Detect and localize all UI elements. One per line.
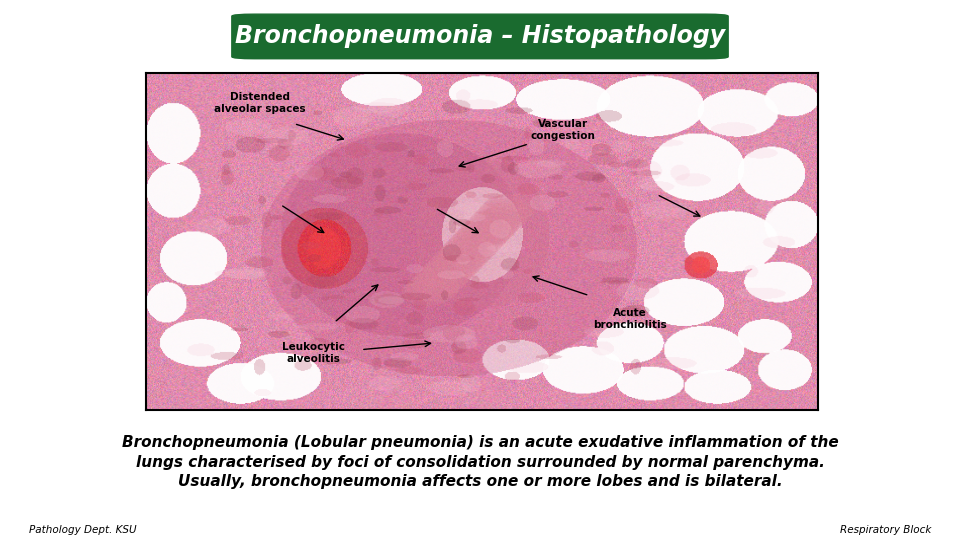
Text: Pathology Dept. KSU: Pathology Dept. KSU (29, 524, 136, 535)
Text: Bronchopneumonia (Lobular pneumonia) is an acute exudative inflammation of the
l: Bronchopneumonia (Lobular pneumonia) is … (122, 435, 838, 489)
Text: Respiratory Block: Respiratory Block (840, 524, 931, 535)
Text: Distended
alveolar spaces: Distended alveolar spaces (214, 92, 306, 114)
Text: Bronchopneumonia – Histopathology: Bronchopneumonia – Histopathology (235, 24, 725, 49)
Text: Vascular
congestion: Vascular congestion (530, 119, 595, 141)
Text: Leukocytic
alveolitis: Leukocytic alveolitis (282, 342, 346, 364)
Text: Acute
bronchiolitis: Acute bronchiolitis (593, 308, 666, 330)
FancyBboxPatch shape (232, 14, 729, 59)
